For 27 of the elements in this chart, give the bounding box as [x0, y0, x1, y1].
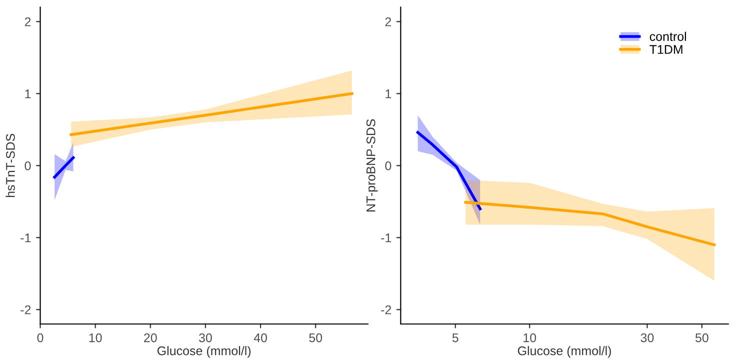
- y-tick-label: -1: [20, 234, 31, 242]
- x-tick-label: 40: [254, 333, 267, 342]
- x-tick-label: 30: [640, 333, 654, 342]
- x-tick-label: 10: [89, 333, 102, 342]
- legend-label: control: [650, 32, 686, 41]
- y-tick-label: -2: [20, 305, 31, 314]
- x-axis-title: Glucose (mmol/l): [518, 346, 611, 358]
- x-axis-title: Glucose (mmol/l): [157, 346, 251, 358]
- x-tick-label: 30: [198, 333, 212, 342]
- x-tick-label: 20: [144, 333, 157, 342]
- x-tick-label: 0: [37, 333, 44, 342]
- y-tick-label: 0: [385, 161, 392, 170]
- y-tick-label: 0: [24, 161, 31, 170]
- y-tick-label: 1: [25, 90, 31, 98]
- x-tick-label: 10: [524, 333, 536, 342]
- line-series: [70, 92, 354, 136]
- y-tick-label: 1: [386, 90, 392, 98]
- y-axis-title: hsTnT-SDS: [6, 134, 15, 198]
- x-tick-label: 5: [452, 333, 458, 342]
- y-tick-label: 2: [385, 17, 392, 26]
- y-tick-label: 2: [24, 17, 31, 26]
- x-tick-label: 50: [309, 333, 322, 342]
- y-tick-label: -2: [381, 305, 392, 314]
- x-tick-label: 50: [695, 333, 708, 342]
- legend-label: T1DM: [650, 45, 682, 54]
- y-tick-label: -1: [381, 234, 392, 242]
- y-axis-title: NT-proBNP-SDS: [366, 119, 378, 212]
